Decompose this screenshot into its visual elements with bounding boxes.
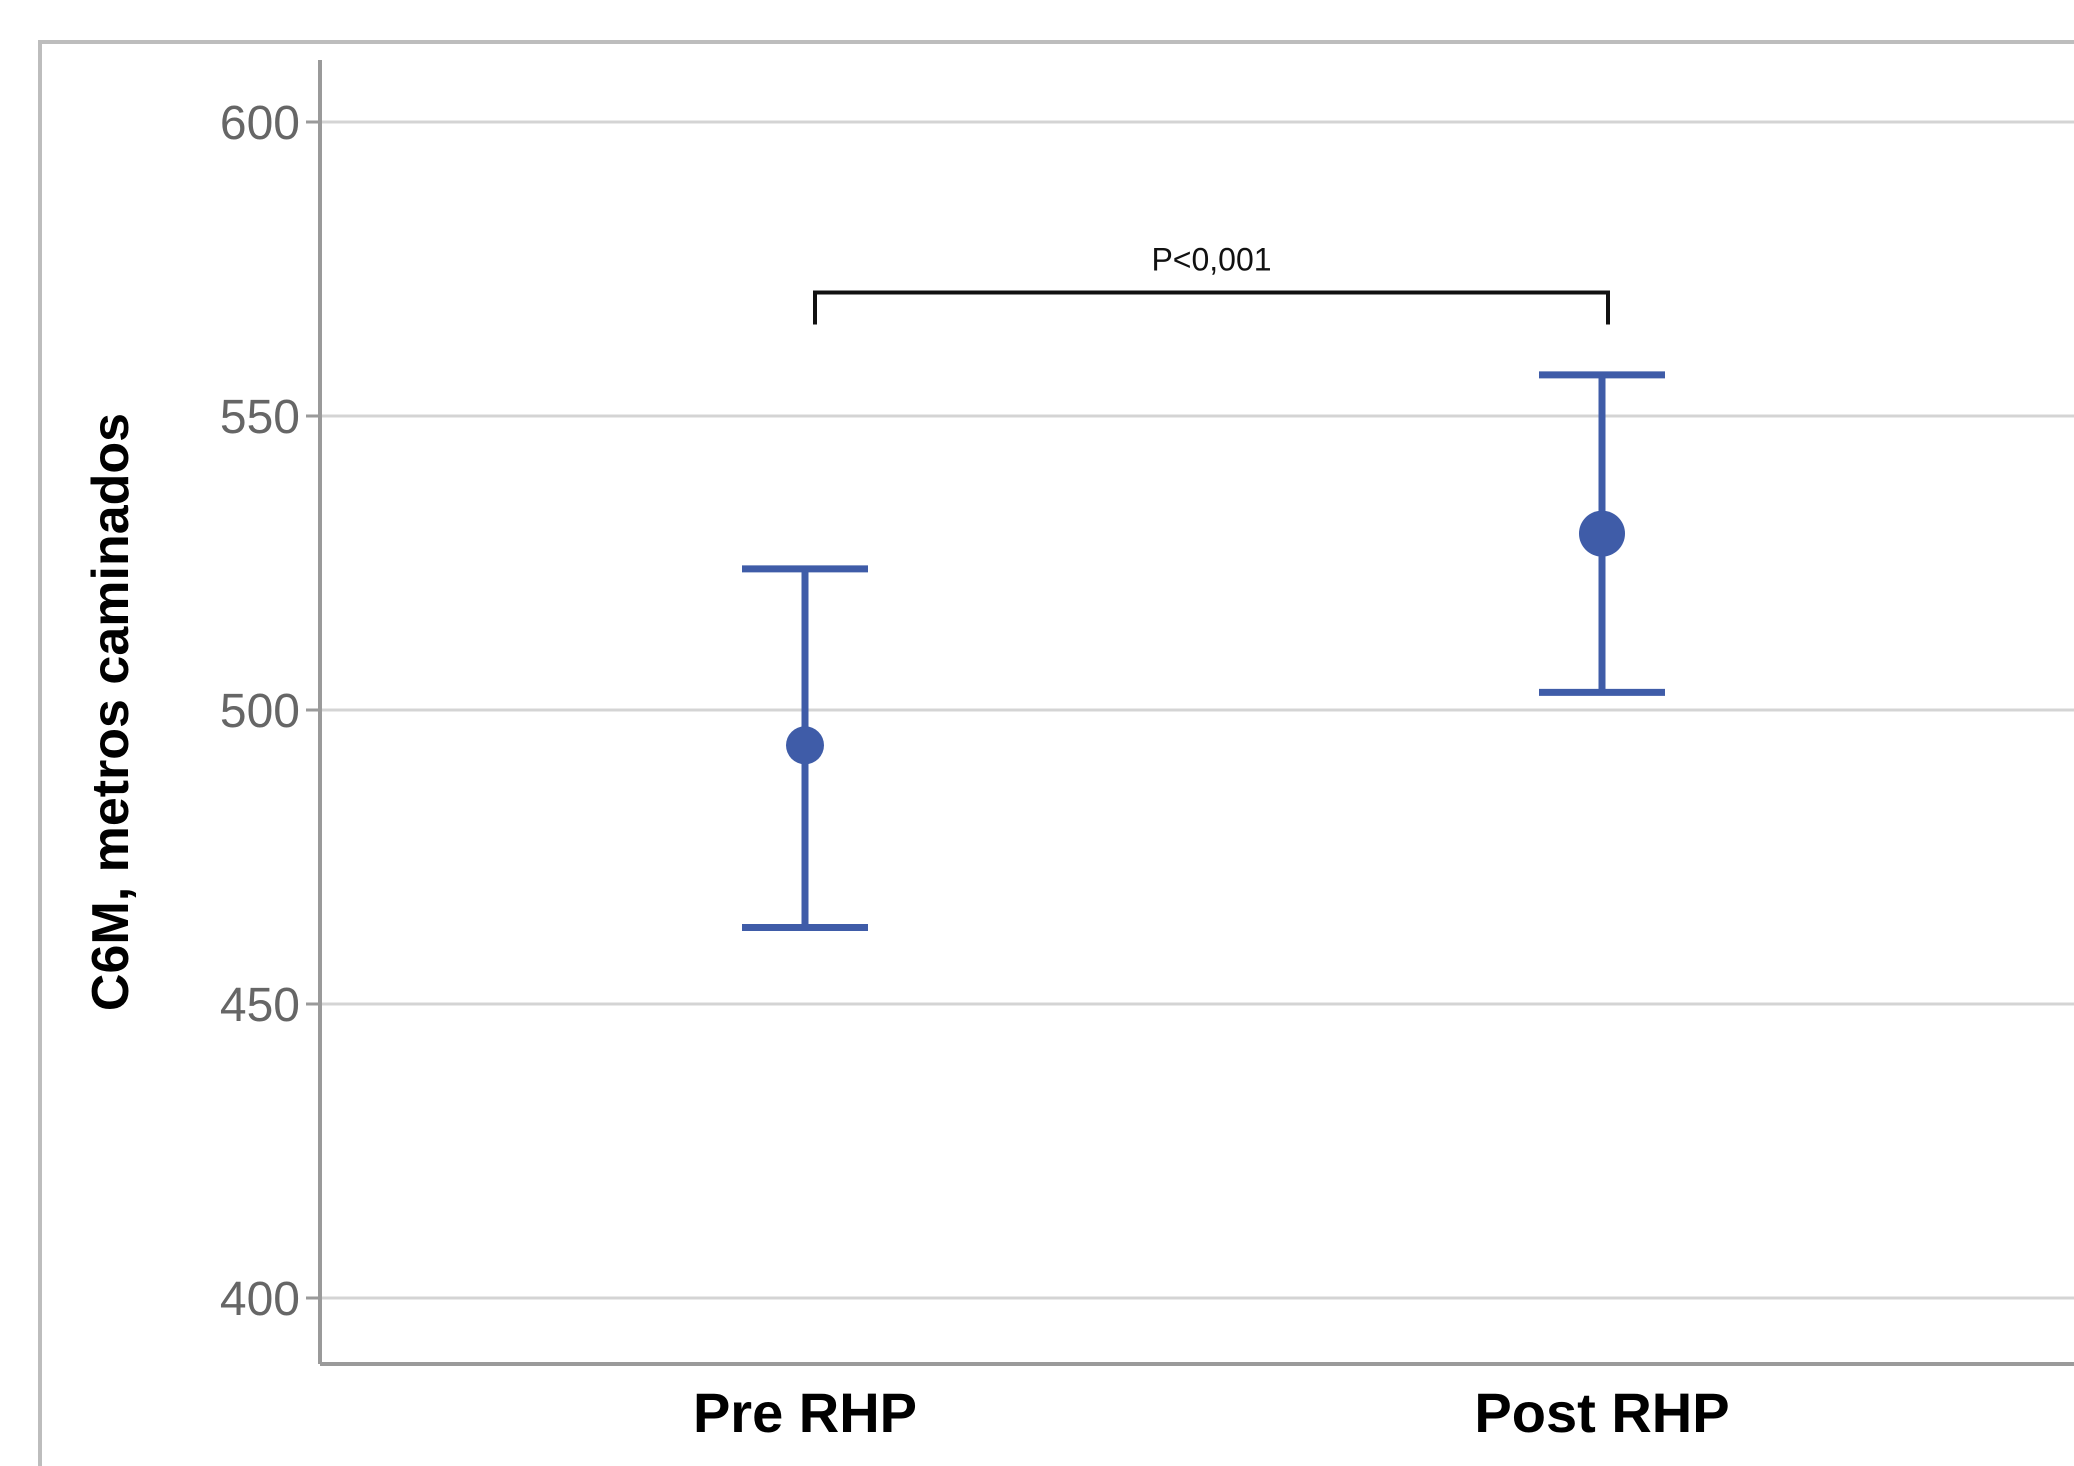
y-tick-label-550: 550 (220, 391, 300, 444)
bracket-line (813, 290, 1610, 325)
error-bar-marks (742, 371, 1665, 932)
y-tick-label-500: 500 (220, 685, 300, 738)
y-tick-label-400: 400 (220, 1273, 300, 1326)
y-axis-label: C6M, metros caminados (82, 413, 140, 1011)
chart-frame (38, 40, 2074, 1466)
x-tick-label-1: Pre RHP (693, 1381, 917, 1444)
error-bar-1 (742, 565, 868, 932)
gridlines (306, 120, 2074, 1300)
y-tick-label-600: 600 (220, 97, 300, 150)
mean-point-1 (786, 726, 824, 765)
y-tick-labels: 400 450 500 550 600 (220, 97, 300, 1326)
x-tick-label-2: Post RHP (1474, 1381, 1729, 1444)
axes (318, 60, 2074, 1366)
significance-bracket: P<0,001 (813, 242, 1610, 325)
y-tick-label-450: 450 (220, 979, 300, 1032)
x-tick-labels: Pre RHP Post RHP (693, 1381, 1730, 1444)
error-bar-2 (1539, 371, 1665, 696)
mean-point-2 (1579, 510, 1625, 557)
p-value-label: P<0,001 (1151, 242, 1271, 278)
